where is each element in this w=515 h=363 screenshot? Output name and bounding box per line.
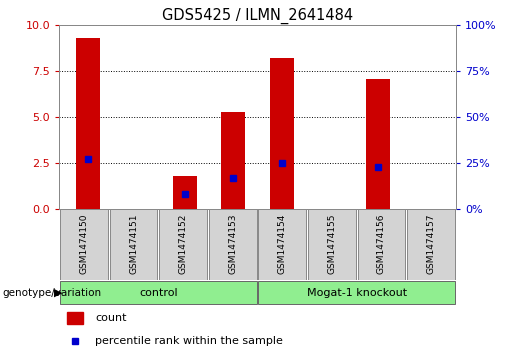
Title: GDS5425 / ILMN_2641484: GDS5425 / ILMN_2641484 <box>162 8 353 24</box>
Bar <box>209 209 256 280</box>
Text: GSM1474154: GSM1474154 <box>278 214 287 274</box>
Bar <box>259 281 455 304</box>
Bar <box>308 209 356 280</box>
Text: GSM1474156: GSM1474156 <box>377 214 386 274</box>
Text: control: control <box>139 287 178 298</box>
Text: GSM1474153: GSM1474153 <box>228 214 237 274</box>
Text: GSM1474152: GSM1474152 <box>179 214 187 274</box>
Bar <box>357 209 405 280</box>
Bar <box>60 281 256 304</box>
Text: genotype/variation: genotype/variation <box>3 287 101 298</box>
Bar <box>173 176 197 209</box>
Bar <box>60 209 108 280</box>
Text: GSM1474155: GSM1474155 <box>328 214 336 274</box>
Text: GSM1474150: GSM1474150 <box>79 214 89 274</box>
Text: percentile rank within the sample: percentile rank within the sample <box>95 337 283 346</box>
Text: GSM1474151: GSM1474151 <box>129 214 138 274</box>
Bar <box>407 209 455 280</box>
Bar <box>259 209 306 280</box>
Text: GSM1474157: GSM1474157 <box>426 214 436 274</box>
Bar <box>76 38 100 209</box>
Bar <box>67 312 83 324</box>
Text: count: count <box>95 313 126 323</box>
Text: Mogat-1 knockout: Mogat-1 knockout <box>306 287 407 298</box>
Bar <box>366 78 390 209</box>
Bar <box>110 209 158 280</box>
Text: ▶: ▶ <box>54 287 62 298</box>
Bar <box>269 58 294 209</box>
Bar <box>159 209 207 280</box>
Bar <box>221 111 246 209</box>
